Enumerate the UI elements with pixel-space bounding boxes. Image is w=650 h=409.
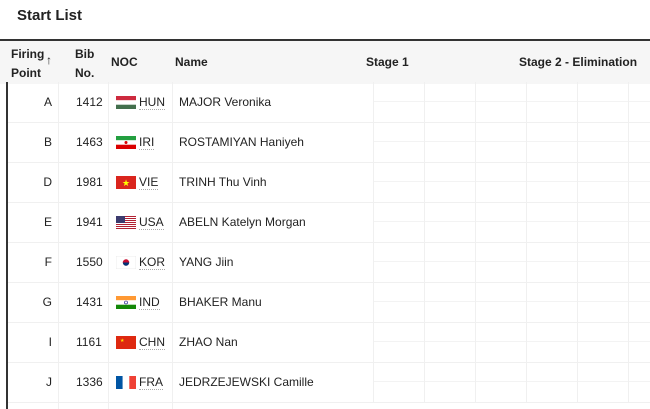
firing-point-header[interactable]: Firing Point — [11, 45, 44, 83]
noc-header: NOC — [111, 55, 138, 69]
header-label: Firing — [11, 47, 45, 61]
table-row[interactable]: F 1550 KOR YANG Jiin — [8, 242, 650, 283]
table-row[interactable]: D 1981 ★ VIE TRINH Thu Vinh — [8, 162, 650, 203]
noc-code[interactable]: USA — [139, 215, 164, 230]
column-divider — [58, 82, 59, 409]
firing-point: E — [43, 215, 52, 229]
header-label: Bib — [75, 47, 95, 61]
stage2-header: Stage 2 - Elimination — [519, 55, 638, 69]
firing-point: A — [43, 95, 52, 109]
bib-number: 1463 — [76, 135, 103, 149]
noc-code[interactable]: VIE — [139, 175, 159, 190]
left-border — [6, 82, 8, 409]
iri-flag-icon — [116, 136, 136, 149]
table-row[interactable]: B 1463 IRI ROSTAMIYAN Haniyeh — [8, 122, 650, 163]
page-title: Start List — [17, 7, 83, 24]
firing-point: I — [48, 335, 52, 349]
table-row[interactable]: G 1431 IND BHAKER Manu — [8, 282, 650, 323]
athlete-name[interactable]: ZHAO Nan — [179, 335, 238, 349]
noc-code[interactable]: IND — [139, 295, 160, 310]
chn-flag-icon: ★ — [116, 336, 136, 349]
bib-number: 1431 — [76, 295, 103, 309]
stage-score-cells — [373, 162, 650, 202]
bib-header: Bib No. — [75, 45, 94, 83]
ind-flag-icon — [116, 296, 136, 309]
athlete-name[interactable]: ABELN Katelyn Morgan — [179, 215, 306, 229]
firing-point: J — [46, 375, 52, 389]
bib-number: 1412 — [76, 95, 103, 109]
bib-number: 1336 — [76, 375, 103, 389]
firing-point: G — [42, 295, 52, 309]
athlete-name[interactable]: JEDRZEJEWSKI Camille — [179, 375, 314, 389]
table-header: Firing Point ↑ Bib No. NOC Name Stage 1 St… — [0, 39, 650, 84]
svg-text:★: ★ — [122, 178, 130, 188]
svg-text:★: ★ — [120, 338, 125, 344]
sort-ascending-icon[interactable]: ↑ — [46, 53, 52, 67]
athlete-name[interactable]: BHAKER Manu — [179, 295, 262, 309]
stage-score-cells — [373, 202, 650, 242]
table-row[interactable]: A 1412 HUN MAJOR Veronika — [8, 82, 650, 123]
athlete-name[interactable]: YANG Jiin — [179, 255, 234, 269]
hun-flag-icon — [116, 96, 136, 109]
stage-score-cells — [373, 362, 650, 402]
noc-code[interactable]: HUN — [139, 95, 165, 110]
stage-score-cells — [373, 322, 650, 362]
firing-point: F — [44, 255, 52, 269]
bib-number: 1941 — [76, 215, 103, 229]
athlete-name[interactable]: MAJOR Veronika — [179, 95, 272, 109]
stage-score-cells — [373, 242, 650, 282]
usa-flag-icon — [116, 216, 136, 229]
bib-number: 1981 — [76, 175, 103, 189]
athlete-name[interactable]: ROSTAMIYAN Haniyeh — [179, 135, 304, 149]
stage-score-cells — [373, 282, 650, 322]
column-divider — [108, 82, 109, 409]
athlete-name[interactable]: TRINH Thu Vinh — [179, 175, 267, 189]
noc-code[interactable]: IRI — [139, 135, 155, 150]
table-row[interactable]: E 1941 USA ABELN Katelyn Morgan — [8, 202, 650, 243]
vie-flag-icon: ★ — [116, 176, 136, 189]
table-row[interactable]: I 1161 ★ CHN ZHAO Nan — [8, 322, 650, 363]
column-divider — [172, 82, 173, 409]
bib-number: 1550 — [76, 255, 103, 269]
stage1-header: Stage 1 — [366, 55, 409, 69]
header-label: No. — [75, 66, 95, 80]
name-header: Name — [175, 55, 208, 69]
stage-score-cells — [373, 82, 650, 122]
firing-point: B — [43, 135, 52, 149]
noc-code[interactable]: FRA — [139, 375, 163, 390]
bib-number: 1161 — [76, 335, 102, 349]
table-row[interactable]: J 1336 FRA JEDRZEJEWSKI Camille — [8, 362, 650, 403]
noc-code[interactable]: CHN — [139, 335, 165, 350]
firing-point: D — [43, 175, 52, 189]
fra-flag-icon — [116, 376, 136, 389]
stage-score-cells — [373, 122, 650, 162]
kor-flag-icon — [116, 256, 136, 269]
noc-code[interactable]: KOR — [139, 255, 166, 270]
header-label: Point — [11, 66, 41, 80]
